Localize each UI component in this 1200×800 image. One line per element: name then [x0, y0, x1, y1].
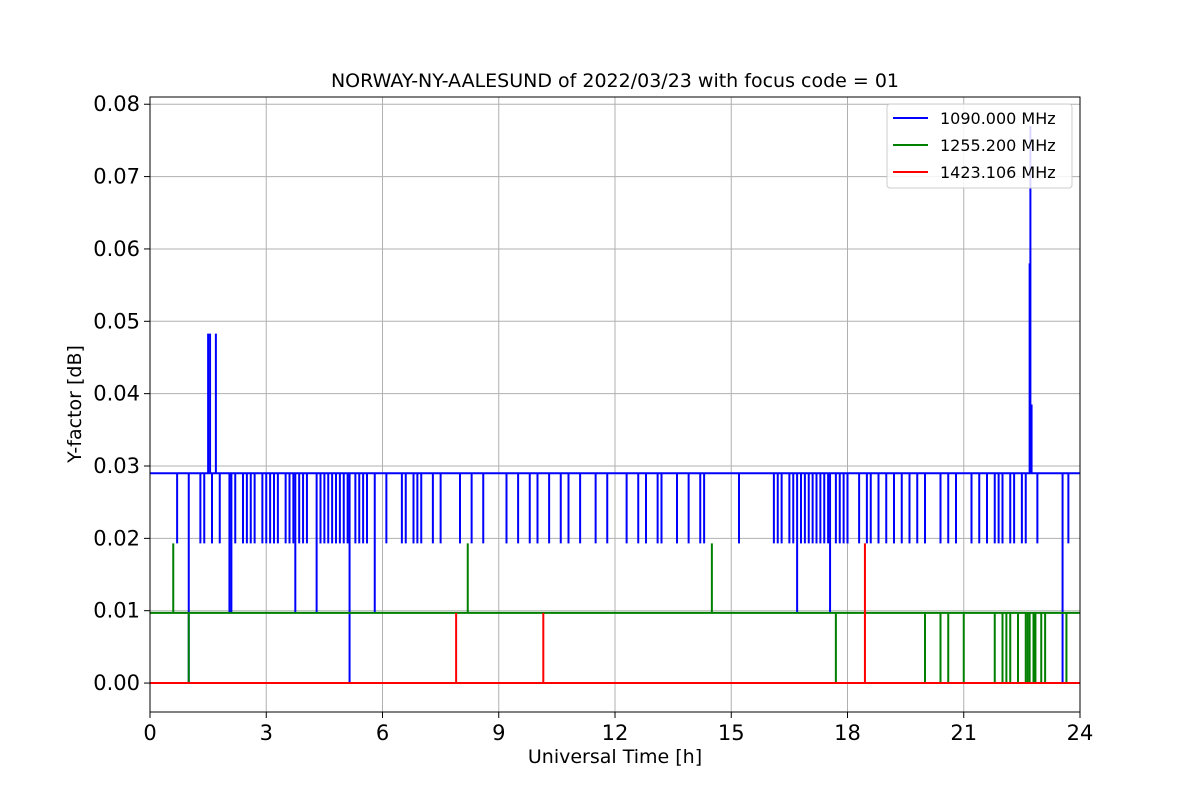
- y-tick-label: 0.03: [93, 454, 140, 478]
- y-tick-label: 0.01: [93, 599, 140, 623]
- series-2: [150, 543, 1080, 685]
- x-tick-label: 15: [718, 721, 745, 745]
- x-tick-label: 12: [602, 721, 629, 745]
- y-tick-label: 0.05: [93, 309, 140, 333]
- y-tick-label: 0.06: [93, 237, 140, 261]
- ticks: 0 3 6 9 12 15 18 21 24 0.00 0.01 0.02 0.03 0.04 0.05 0.…: [93, 92, 1093, 745]
- y-tick-label: 0.00: [93, 671, 140, 695]
- legend: 1090.000 MHz 1255.200 MHz 1423.106 MHz: [886, 103, 1073, 189]
- x-tick-label: 0: [143, 721, 156, 745]
- y-tick-label: 0.07: [93, 165, 140, 189]
- legend-label: 1090.000 MHz: [940, 109, 1056, 128]
- x-axis-title: Universal Time [h]: [528, 746, 702, 768]
- y-tick-label: 0.04: [93, 382, 140, 406]
- chart-title: NORWAY-NY-AALESUND of 2022/03/23 with fo…: [331, 70, 899, 92]
- legend-label: 1255.200 MHz: [940, 136, 1056, 155]
- legend-label: 1423.106 MHz: [940, 163, 1056, 182]
- series-1: [150, 543, 1080, 684]
- y-tick-label: 0.08: [93, 92, 140, 116]
- x-tick-label: 24: [1067, 721, 1094, 745]
- y-axis-title: Y-factor [dB]: [64, 345, 86, 464]
- x-tick-label: 21: [950, 721, 977, 745]
- x-tick-label: 18: [834, 721, 861, 745]
- x-tick-label: 9: [492, 721, 505, 745]
- x-tick-label: 3: [260, 721, 273, 745]
- legend-box: [886, 103, 1073, 189]
- y-tick-label: 0.02: [93, 526, 140, 550]
- x-tick-label: 6: [376, 721, 389, 745]
